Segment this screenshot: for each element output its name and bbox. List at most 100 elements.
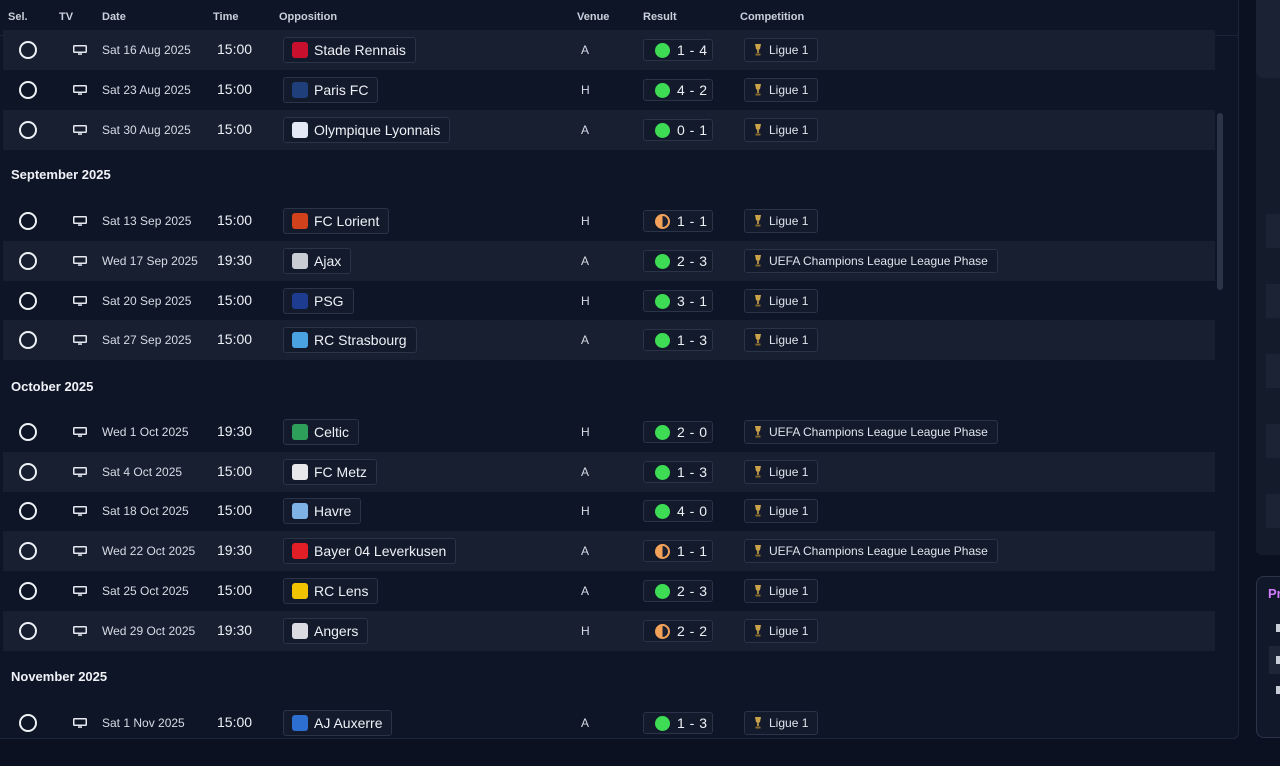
competition-chip[interactable]: Ligue 1 <box>744 38 819 62</box>
col-header-date[interactable]: Date <box>102 11 126 23</box>
table-row[interactable]: Sat 23 Aug 2025 15:00 Paris FC H 4 - 2 Ligue … <box>3 70 1215 110</box>
opposition-chip[interactable]: Ajax <box>283 248 352 274</box>
kickoff-time: 15:00 <box>217 582 253 598</box>
kickoff-time: 15:00 <box>217 212 253 228</box>
table-row[interactable]: Wed 29 Oct 2025 19:30 Angers H 2 - 2 Ligue 1 <box>3 611 1215 651</box>
table-row[interactable]: Wed 22 Oct 2025 19:30 Bayer 04 Leverkusen A… <box>3 531 1215 571</box>
select-radio[interactable] <box>19 212 37 230</box>
competition-chip[interactable]: Ligue 1 <box>744 289 819 313</box>
table-row[interactable]: Sat 4 Oct 2025 15:00 FC Metz A 1 - 3 Ligue 1 <box>3 452 1215 492</box>
result-chip[interactable]: 1 - 1 <box>643 540 713 562</box>
competition-chip[interactable]: Ligue 1 <box>744 209 819 233</box>
trophy-icon <box>755 84 761 96</box>
competition-chip[interactable]: UEFA Champions League League Phase <box>744 249 998 273</box>
table-row[interactable]: Sat 27 Sep 2025 15:00 RC Strasbourg A 1 - 3 L… <box>3 320 1215 360</box>
opposition-chip[interactable]: Olympique Lyonnais <box>283 117 451 143</box>
opposition-chip[interactable]: Stade Rennais <box>283 37 416 63</box>
result-chip[interactable]: 2 - 0 <box>643 421 713 443</box>
result-chip[interactable]: 1 - 1 <box>643 210 713 232</box>
col-header-result[interactable]: Result <box>643 11 677 23</box>
table-row[interactable]: Sat 20 Sep 2025 15:00 PSG H 3 - 1 Ligue 1 <box>3 281 1215 321</box>
table-row[interactable]: Sat 1 Nov 2025 15:00 AJ Auxerre A 1 - 3 Ligue… <box>3 703 1215 738</box>
opposition-chip[interactable]: Havre <box>283 498 362 524</box>
side-panel-selected-row[interactable] <box>1269 646 1280 674</box>
opposition-chip[interactable]: Celtic <box>283 419 360 445</box>
competition-chip[interactable]: Ligue 1 <box>744 579 819 603</box>
table-row[interactable]: Sat 30 Aug 2025 15:00 Olympique Lyonnais A 0… <box>3 110 1215 150</box>
col-header-sel[interactable]: Sel. <box>8 11 28 23</box>
side-panel-item[interactable] <box>1276 686 1280 694</box>
result-chip[interactable]: 2 - 3 <box>643 250 713 272</box>
side-panel-row[interactable] <box>1266 214 1280 248</box>
opposition-chip[interactable]: RC Strasbourg <box>283 327 417 353</box>
col-header-time[interactable]: Time <box>213 11 239 23</box>
table-row[interactable]: Sat 25 Oct 2025 15:00 RC Lens A 2 - 3 Ligue 1 <box>3 571 1215 611</box>
competition-chip[interactable]: UEFA Champions League League Phase <box>744 539 998 563</box>
competition-name: Ligue 1 <box>769 123 809 137</box>
competition-chip[interactable]: Ligue 1 <box>744 118 819 142</box>
select-radio[interactable] <box>19 81 37 99</box>
competition-chip[interactable]: Ligue 1 <box>744 619 819 643</box>
col-header-tv[interactable]: TV <box>59 11 74 23</box>
result-chip[interactable]: 2 - 2 <box>643 620 713 642</box>
opposition-chip[interactable]: Paris FC <box>283 77 379 103</box>
result-chip[interactable]: 2 - 3 <box>643 580 713 602</box>
table-row[interactable]: Wed 1 Oct 2025 19:30 Celtic H 2 - 0 UEFA Cham… <box>3 412 1215 452</box>
table-row[interactable]: Sat 18 Oct 2025 15:00 Havre H 4 - 0 Ligue 1 <box>3 491 1215 531</box>
competition-chip[interactable]: UEFA Champions League League Phase <box>744 420 998 444</box>
side-panel-row[interactable] <box>1266 424 1280 458</box>
col-header-venue[interactable]: Venue <box>577 11 610 23</box>
side-panel-item[interactable] <box>1276 656 1280 664</box>
table-row[interactable]: Sat 13 Sep 2025 15:00 FC Lorient H 1 - 1 Ligu… <box>3 201 1215 241</box>
result-chip[interactable]: 3 - 1 <box>643 290 713 312</box>
select-radio[interactable] <box>19 502 37 520</box>
result-chip[interactable]: 1 - 3 <box>643 461 713 483</box>
opposition-chip[interactable]: FC Metz <box>283 459 377 485</box>
result-chip[interactable]: 1 - 4 <box>643 39 713 61</box>
result-chip[interactable]: 1 - 3 <box>643 712 713 734</box>
select-radio[interactable] <box>19 622 37 640</box>
competition-name: Ligue 1 <box>769 465 809 479</box>
win-indicator-icon <box>655 464 670 480</box>
col-header-competition[interactable]: Competition <box>740 11 805 23</box>
opposition-chip[interactable]: Bayer 04 Leverkusen <box>283 538 457 564</box>
select-radio[interactable] <box>19 542 37 560</box>
select-radio[interactable] <box>19 121 37 139</box>
side-panel-item[interactable] <box>1276 624 1280 632</box>
select-radio[interactable] <box>19 292 37 310</box>
opposition-chip[interactable]: AJ Auxerre <box>283 710 393 736</box>
opposition-chip[interactable]: RC Lens <box>283 578 379 604</box>
select-radio[interactable] <box>19 423 37 441</box>
result-chip[interactable]: 4 - 0 <box>643 500 713 522</box>
opposition-chip[interactable]: PSG <box>283 288 354 314</box>
select-radio[interactable] <box>19 41 37 59</box>
competition-chip[interactable]: Ligue 1 <box>744 328 819 352</box>
side-panel-row[interactable] <box>1266 284 1280 318</box>
competition-name: UEFA Champions League League Phase <box>769 544 988 558</box>
opposition-chip[interactable]: FC Lorient <box>283 208 390 234</box>
opposition-chip[interactable]: Angers <box>283 618 369 644</box>
competition-chip[interactable]: Ligue 1 <box>744 711 819 735</box>
select-radio[interactable] <box>19 252 37 270</box>
select-radio[interactable] <box>19 463 37 481</box>
select-radio[interactable] <box>19 714 37 732</box>
competition-name: Ligue 1 <box>769 214 809 228</box>
table-row[interactable]: Wed 17 Sep 2025 19:30 Ajax A 2 - 3 UEFA Champ… <box>3 241 1215 281</box>
competition-chip[interactable]: Ligue 1 <box>744 460 819 484</box>
select-radio[interactable] <box>19 331 37 349</box>
result-chip[interactable]: 4 - 2 <box>643 79 713 101</box>
select-radio[interactable] <box>19 582 37 600</box>
venue: H <box>581 214 590 228</box>
competition-chip[interactable]: Ligue 1 <box>744 78 819 102</box>
tv-icon <box>73 45 87 55</box>
result-chip[interactable]: 0 - 1 <box>643 119 713 141</box>
competition-chip[interactable]: Ligue 1 <box>744 499 819 523</box>
result-chip[interactable]: 1 - 3 <box>643 329 713 351</box>
club-crest-icon <box>292 464 308 480</box>
side-panel-row[interactable] <box>1266 354 1280 388</box>
col-header-opposition[interactable]: Opposition <box>279 11 338 23</box>
table-row[interactable]: Sat 16 Aug 2025 15:00 Stade Rennais A 1 - 4 L… <box>3 30 1215 70</box>
tv-icon <box>73 216 87 226</box>
side-panel-row[interactable] <box>1266 494 1280 528</box>
scrollbar-thumb[interactable] <box>1217 113 1223 290</box>
